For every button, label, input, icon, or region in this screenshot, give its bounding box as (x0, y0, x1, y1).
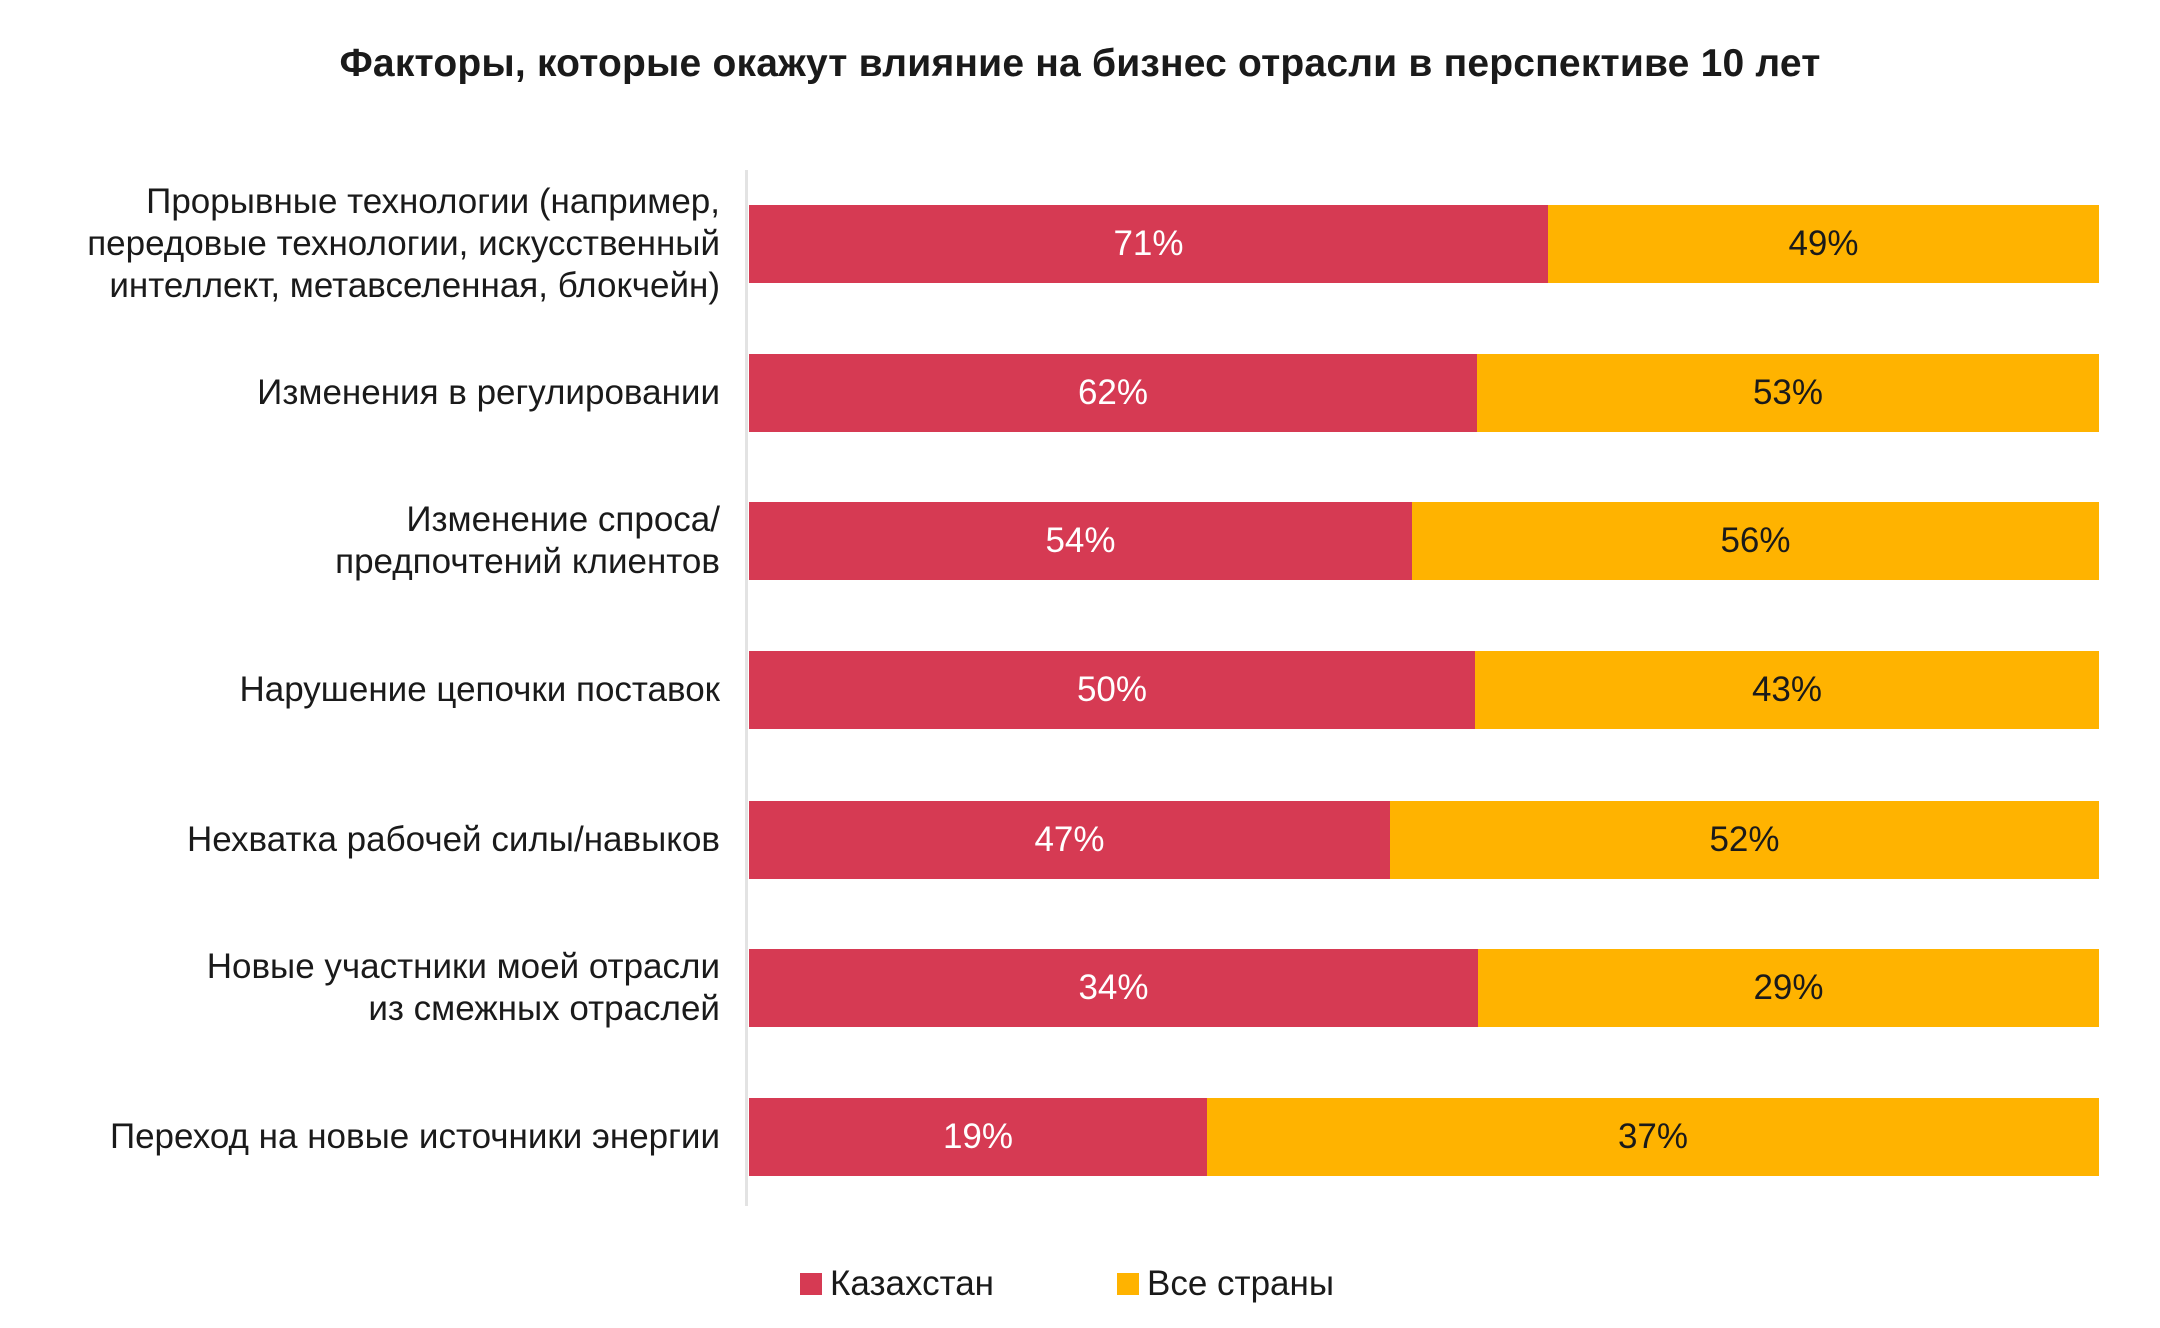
bar-segment-kazakhstan: 47% (749, 801, 1390, 879)
category-label-line: Переход на новые источники энергии (109, 1117, 720, 1156)
category-label: Переход на новые источники энергии (0, 1116, 720, 1158)
category-label-line: Новые участники моей отрасли (206, 947, 720, 986)
legend-swatch-all-countries (1117, 1273, 1139, 1295)
bar-segment-all-countries: 43% (1475, 651, 2099, 729)
legend-item-all-countries: Все страны (1117, 1264, 1334, 1304)
legend-label-kazakhstan: Казахстан (830, 1264, 995, 1303)
data-label-kazakhstan: 62% (1077, 373, 1149, 412)
bar-segment-all-countries: 56% (1412, 502, 2099, 580)
category-label-line: предпочтений клиентов (335, 542, 720, 581)
data-label-all-countries: 29% (1753, 968, 1824, 1007)
bar-segment-kazakhstan: 71% (749, 205, 1548, 283)
bar-segment-kazakhstan: 54% (749, 502, 1412, 580)
legend-label-all-countries: Все страны (1147, 1264, 1334, 1303)
bar-segment-kazakhstan: 62% (749, 354, 1477, 432)
category-label: Нарушение цепочки поставок (0, 669, 720, 711)
category-label: Изменения в регулировании (0, 372, 720, 414)
bar-segment-kazakhstan: 50% (749, 651, 1475, 729)
category-label: Нехватка рабочей силы/навыков (0, 819, 720, 861)
data-label-all-countries: 43% (1751, 670, 1823, 709)
data-label-all-countries: 37% (1617, 1117, 1689, 1156)
data-label-all-countries: 49% (1788, 224, 1859, 263)
data-label-all-countries: 56% (1720, 521, 1791, 560)
bar-segment-all-countries: 52% (1390, 801, 2099, 879)
data-label-all-countries: 52% (1709, 820, 1780, 859)
bar-segment-all-countries: 53% (1477, 354, 2099, 432)
legend-item-kazakhstan: Казахстан (800, 1264, 994, 1304)
category-label-line: Изменения в регулировании (257, 373, 720, 412)
category-label: Прорывные технологии (например, передовые… (0, 181, 720, 307)
category-label-line: из смежных отраслей (368, 989, 720, 1028)
category-label: Новые участники моей отрасли из смежных о… (0, 946, 720, 1030)
data-label-kazakhstan: 54% (1045, 521, 1116, 560)
category-label-line: Нарушение цепочки поставок (239, 670, 720, 709)
category-label-line: передовые технологии, искусственный (87, 224, 720, 263)
bar-segment-all-countries: 49% (1548, 205, 2099, 283)
category-label: Изменение спроса/предпочтений клиентов (0, 499, 720, 583)
data-label-kazakhstan: 50% (1076, 670, 1148, 709)
data-label-kazakhstan: 19% (942, 1117, 1014, 1156)
chart-title: Факторы, которые окажут влияние на бизне… (339, 42, 1821, 85)
data-label-kazakhstan: 71% (1113, 224, 1184, 263)
bar-segment-kazakhstan: 19% (749, 1098, 1207, 1176)
bar-segment-all-countries: 37% (1207, 1098, 2099, 1176)
category-label-line: Прорывные технологии (например, (146, 182, 720, 221)
category-label-line: Изменение спроса/ (406, 500, 720, 539)
bar-segment-all-countries: 29% (1478, 949, 2099, 1027)
data-label-all-countries: 53% (1752, 373, 1824, 412)
data-label-kazakhstan: 34% (1078, 968, 1149, 1007)
bar-segment-kazakhstan: 34% (749, 949, 1478, 1027)
data-label-kazakhstan: 47% (1034, 820, 1105, 859)
category-label-line: интеллект, метавселенная, блокчейн) (109, 266, 720, 305)
category-label-line: Нехватка рабочей силы/навыков (187, 820, 720, 859)
category-axis-line (745, 170, 748, 1206)
legend-swatch-kazakhstan (800, 1273, 822, 1295)
